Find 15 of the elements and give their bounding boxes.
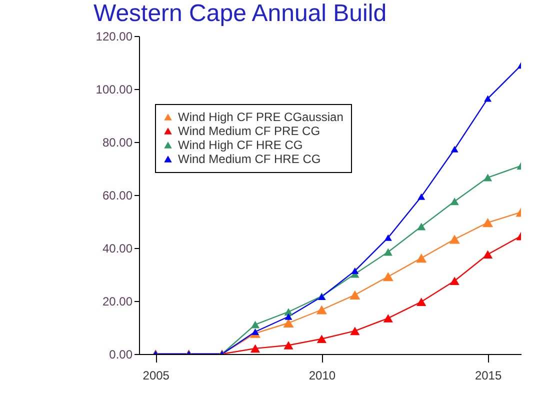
y-tick-label: 40.00 xyxy=(102,242,133,256)
y-tick-label: 100.00 xyxy=(96,82,133,96)
y-tick-label: 80.00 xyxy=(102,136,133,150)
chart-title: Western Cape Annual Build xyxy=(93,0,387,27)
legend-label: Wind High CF PRE CGaussian xyxy=(178,110,344,124)
y-tick-label: 120.00 xyxy=(96,30,133,44)
y-tick-label: 20.00 xyxy=(102,294,133,308)
x-tick-label: 2005 xyxy=(142,368,170,382)
legend-label: Wind Medium CF PRE CG xyxy=(178,124,320,138)
legend-label: Wind High CF HRE CG xyxy=(178,138,303,152)
legend-label: Wind Medium CF HRE CG xyxy=(178,152,321,166)
x-tick-label: 2015 xyxy=(474,368,502,382)
y-tick-label: 0.00 xyxy=(109,348,133,362)
y-tick-label: 60.00 xyxy=(102,188,133,202)
x-tick-label: 2010 xyxy=(308,368,336,382)
